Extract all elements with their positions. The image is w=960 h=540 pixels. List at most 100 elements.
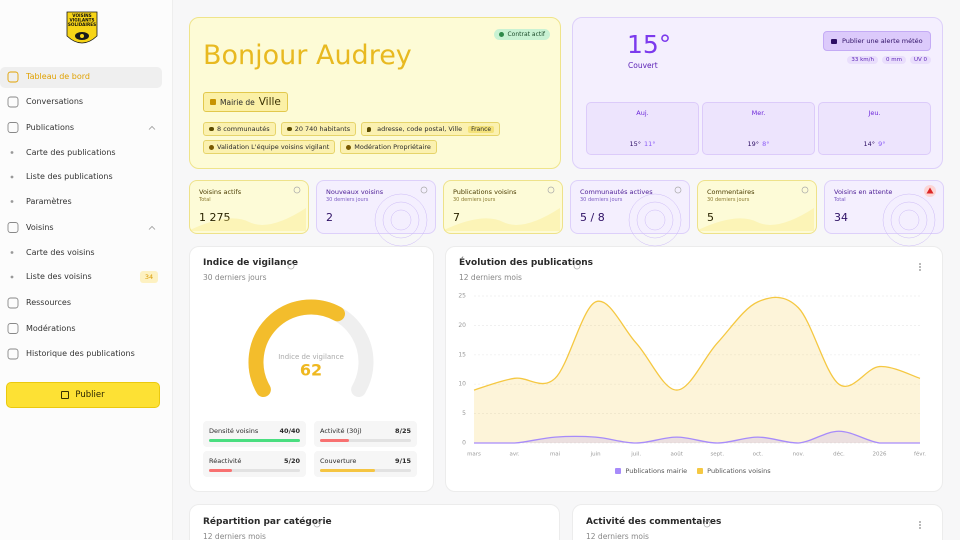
day-box: Mer. 19° 8° <box>702 102 815 155</box>
kpi-title: Voisins en attente <box>834 188 893 196</box>
day-box: Auj. 15° 11° <box>586 102 699 155</box>
chart-subtitle: 12 derniers mois <box>459 273 522 282</box>
condition: Couvert <box>628 61 658 70</box>
kpi-period: 30 derniers jours <box>326 197 369 203</box>
metric-box: Densité voisins 40/40 <box>203 421 306 447</box>
pin-icon <box>367 126 372 132</box>
metric-score: 8/25 <box>395 427 411 435</box>
day-label: Auj. <box>636 109 649 117</box>
card-title: Activité des commentaires <box>586 517 722 527</box>
weather-metrics: 33 km/h 0 mm UV 0 <box>847 56 931 64</box>
card-title: Répartition par catégorie <box>203 517 332 527</box>
metric-label: Couverture <box>320 457 357 465</box>
metric-box: Couverture 9/15 <box>314 451 417 477</box>
day-box: Jeu. 14° 9° <box>818 102 931 155</box>
legend-swatch <box>697 468 704 474</box>
weather-metric: 0 mm <box>881 56 906 64</box>
card-period: 30 derniers jours <box>203 273 267 282</box>
menu-item[interactable]: Tableau de bord <box>26 72 90 81</box>
metric-bar <box>209 469 232 472</box>
kpi-value: 5 / 8 <box>580 211 605 224</box>
stat-chip: 20 740 habitants <box>280 122 357 136</box>
kpi-period: Total <box>199 197 211 203</box>
kpi-card: Voisins en attente Total 34 <box>824 180 944 234</box>
kpi-card: Nouveaux voisins 30 derniers jours 2 <box>316 180 436 234</box>
weather-card: 15° Couvert Publier une alerte météo 33 km/… <box>572 17 943 169</box>
chip-row: Validation L'équipe voisins vigilant Modé… <box>203 140 437 154</box>
menu-item[interactable]: Publications <box>26 122 75 132</box>
legend-item: Publications voisins <box>697 467 771 475</box>
kpi-card: Voisins actifs Total 1 275 <box>189 180 309 234</box>
submenu-item[interactable]: Carte des voisins <box>26 247 95 257</box>
metric-bar <box>320 439 350 442</box>
menu-item[interactable]: Modérations <box>26 323 76 333</box>
day-label: Jeu. <box>868 109 881 117</box>
chip-icon <box>286 127 292 131</box>
publish-button[interactable]: Publier <box>6 382 160 408</box>
menu-item[interactable]: Voisins <box>26 222 54 232</box>
kpi-period: Total <box>834 197 846 203</box>
mairie-prefix: Mairie de <box>220 97 255 107</box>
megaphone-icon <box>831 38 837 44</box>
metric-score: 9/15 <box>395 457 411 465</box>
metric-bar <box>209 439 300 442</box>
card-period: 12 derniers mois <box>586 532 649 540</box>
chip-icon <box>209 127 214 131</box>
role-chip: Validation L'équipe voisins vigilant <box>203 140 336 154</box>
submenu-item[interactable]: Paramètres <box>26 196 72 206</box>
menu-item[interactable]: Conversations <box>26 97 84 106</box>
kpi-card: Communautés actives 30 derniers jours 5 / … <box>570 180 690 234</box>
status-dot <box>499 32 505 37</box>
legend-label: Publications voisins <box>707 467 771 475</box>
kpi-title: Communautés actives <box>580 188 653 196</box>
metric-track <box>209 439 300 442</box>
mairie-icon <box>210 99 216 105</box>
day-label: Mer. <box>751 109 766 117</box>
greeting: Bonjour Audrey <box>203 40 412 71</box>
submenu-item[interactable]: Liste des voisins <box>26 272 92 281</box>
kpi-value: 2 <box>326 211 333 224</box>
day-temps: 19° 8° <box>703 140 814 148</box>
address-text: adresse, code postal, Ville <box>377 125 463 133</box>
mairie-name: Ville <box>258 96 281 108</box>
kpi-title: Publications voisins <box>453 188 517 196</box>
metric-label: Densité voisins <box>209 427 259 435</box>
menu-item[interactable]: Ressources <box>26 298 72 307</box>
legend-label: Publications mairie <box>625 467 688 475</box>
weather-metric: UV 0 <box>909 56 931 64</box>
chart-title: Évolution des publications <box>459 258 594 268</box>
role-chip: Modération Propriétaire <box>340 140 437 154</box>
address-chip: adresse, code postal, Ville France <box>361 122 501 136</box>
chip-icon <box>346 144 352 150</box>
stat-chip: 8 communautés <box>203 122 276 136</box>
day-temps: 14° 9° <box>819 140 930 148</box>
legend-swatch <box>615 468 622 474</box>
kpi-period: 30 derniers jours <box>707 197 750 203</box>
chip-icon <box>209 144 214 150</box>
day-high: 14° <box>863 140 876 148</box>
alert-button[interactable]: Publier une alerte météo <box>823 31 931 51</box>
kpi-card: Publications voisins 30 derniers jours 7 <box>443 180 563 234</box>
submenu-item[interactable]: Liste des publications <box>26 172 113 181</box>
card: Répartition par catégorie 12 derniers moi… <box>189 504 560 540</box>
kpi-period: 30 derniers jours <box>580 197 623 203</box>
kpi-value: 34 <box>834 211 848 224</box>
day-high: 15° <box>629 140 641 148</box>
kpi-title: Commentaires <box>707 188 755 196</box>
temperature: 15° <box>627 30 672 59</box>
metric-track <box>320 439 411 442</box>
chart-card: Évolution des publications 12 derniers mo… <box>445 246 943 492</box>
metric-label: Activité (30j) <box>320 427 362 435</box>
card-period: 12 derniers mois <box>203 532 266 540</box>
card-title: Indice de vigilance <box>203 258 299 268</box>
menu-item[interactable]: Historique des publications <box>26 349 135 358</box>
chip-text: 8 communautés <box>217 125 270 133</box>
metric-bar <box>320 469 375 472</box>
status-badge: Contrat actif <box>494 29 550 40</box>
day-temps: 15° 11° <box>587 140 698 148</box>
metric-score: 40/40 <box>279 427 300 435</box>
kpi-period: 30 derniers jours <box>453 197 496 203</box>
metric-box: Réactivité 5/20 <box>203 451 306 477</box>
submenu-item[interactable]: Carte des publications <box>26 147 116 157</box>
